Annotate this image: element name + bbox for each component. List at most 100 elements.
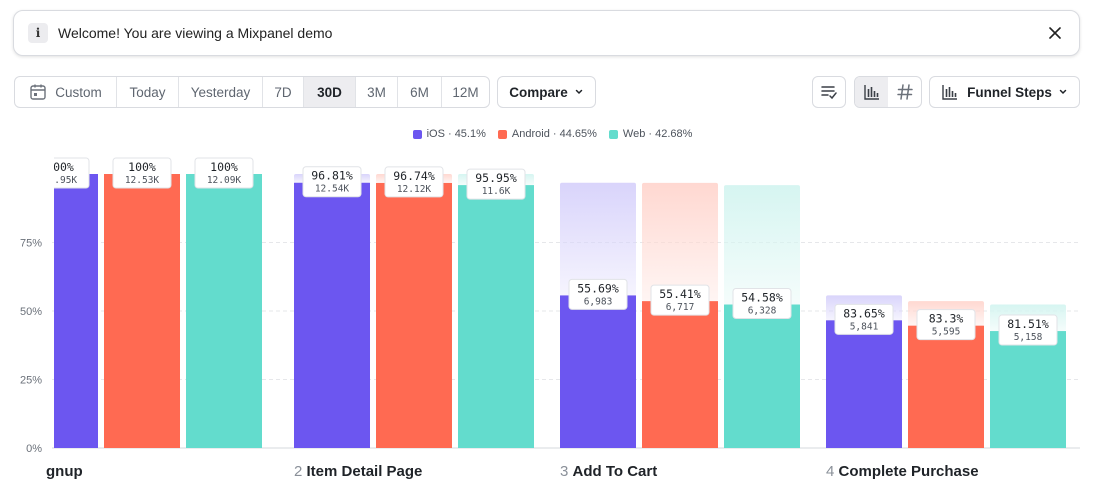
range-12m-button[interactable]: 12M [452,84,479,100]
legend-item-ios[interactable]: iOS · 45.1% [412,128,486,140]
welcome-banner: i Welcome! You are viewing a Mixpanel de… [13,10,1080,56]
step-number: 4 [826,463,839,480]
data-label-box [54,157,90,189]
data-label-percent: 100% [46,160,74,174]
data-label-box [650,284,710,316]
data-label-count: 11.6K [482,186,511,197]
data-label-percent: 96.74% [393,169,435,183]
range-6m-button[interactable]: 6M [398,77,442,107]
conversion-bar[interactable] [186,174,262,448]
chart-type-toggle [854,76,922,108]
chevron-down-icon [574,87,584,97]
data-label-percent: 54.58% [741,291,783,305]
y-tick-label: 75% [20,238,42,250]
data-label-count: 6,983 [584,296,613,307]
conversion-bar[interactable] [376,182,452,448]
step-label[interactable]: 4 Complete Purchase [826,463,979,480]
legend-name: Android [511,128,550,140]
legend-name: Web [622,128,646,140]
range-yesterday-button[interactable]: Yesterday [179,77,263,107]
conversion-bar[interactable] [724,304,800,448]
close-icon[interactable] [1045,23,1065,43]
dropoff-bar[interactable] [724,185,800,305]
data-label-percent: 55.41% [659,287,701,301]
data-label-percent: 100% [210,160,238,174]
step-label[interactable]: 3 Add To Cart [560,463,657,480]
info-icon: i [28,23,48,43]
funnel-steps-dropdown[interactable]: Funnel Steps [929,76,1080,108]
data-label-box [194,157,254,189]
data-label-box [732,288,792,320]
funnel-chart: 0%25%50%75%100%12.95K100%12.53K100%12.09… [20,157,1080,480]
legend-swatch [412,129,422,139]
data-label-percent: 95.95% [475,171,517,185]
data-label-percent: 55.69% [577,281,619,295]
data-label-box [466,168,526,200]
legend-value: 45.1% [454,128,486,140]
conversion-bar[interactable] [990,331,1066,448]
legend-sep: · [645,128,656,140]
range-30d-button[interactable]: 30D [304,77,356,107]
step-name: Add To Cart [573,463,658,480]
step-number: 2 [294,463,307,480]
bar-chart-icon [941,83,959,101]
range-custom-label: Custom [55,84,102,100]
data-label-percent: 100% [128,160,156,174]
y-tick-label: 0% [26,443,42,455]
data-label-count: 12.12K [397,184,432,195]
data-label-count: 6,717 [666,302,695,313]
step-label[interactable]: 2 Item Detail Page [294,463,422,480]
conversion-bar[interactable] [826,320,902,448]
step-label[interactable]: gnup [46,463,83,480]
data-label-box [384,166,444,198]
conversion-bar[interactable] [458,185,534,449]
data-label-percent: 83.65% [843,306,885,320]
data-label-percent: 83.3% [929,312,964,326]
step-number: 3 [560,463,573,480]
data-label-count: 12.53K [125,175,160,186]
legend-swatch [608,129,618,139]
data-label-box [302,166,362,198]
range-7d-button[interactable]: 7D [263,77,304,107]
compare-label: Compare [509,84,568,100]
range-custom-button[interactable]: Custom [15,77,117,107]
conversion-bar[interactable] [560,295,636,448]
chevron-down-icon [1058,87,1068,97]
legend-sep: · [549,128,560,140]
conversion-bar[interactable] [642,301,718,448]
conversion-bar[interactable] [908,325,984,448]
conversion-bar[interactable] [22,174,98,448]
banner-text: Welcome! You are viewing a Mixpanel demo [58,25,333,41]
dropoff-bar[interactable] [642,182,718,302]
checklist-icon[interactable] [812,76,846,108]
legend-value: 42.68% [655,128,693,140]
data-label-count: 12.95K [43,175,78,186]
data-label-count: 12.09K [207,175,242,186]
data-label-box [112,157,172,189]
data-label-count: 12.54K [315,184,350,195]
bar-chart-icon[interactable] [855,77,888,107]
conversion-bar[interactable] [294,182,370,448]
data-label-box [568,278,628,310]
legend-item-android[interactable]: Android · 44.65% [497,128,597,140]
legend-item-web[interactable]: Web · 42.68% [608,128,693,140]
step-name: Item Detail Page [307,463,423,480]
range-3m-button[interactable]: 3M [356,77,398,107]
legend-swatch [497,129,507,139]
funnel-steps-label: Funnel Steps [967,84,1052,100]
legend-name: iOS [426,128,445,140]
data-label-count: 5,595 [932,327,961,338]
hash-icon[interactable] [888,77,921,107]
data-label-box [998,314,1058,346]
step-name: Complete Purchase [839,463,979,480]
data-label-count: 5,841 [850,321,879,332]
range-today-button[interactable]: Today [117,77,179,107]
compare-button[interactable]: Compare [497,76,596,108]
data-label-count: 5,158 [1014,332,1043,343]
y-tick-label: 50% [20,306,42,318]
data-label-box [916,309,976,341]
data-label-box [834,303,894,335]
conversion-bar[interactable] [104,174,180,448]
dropoff-bar[interactable] [560,182,636,296]
